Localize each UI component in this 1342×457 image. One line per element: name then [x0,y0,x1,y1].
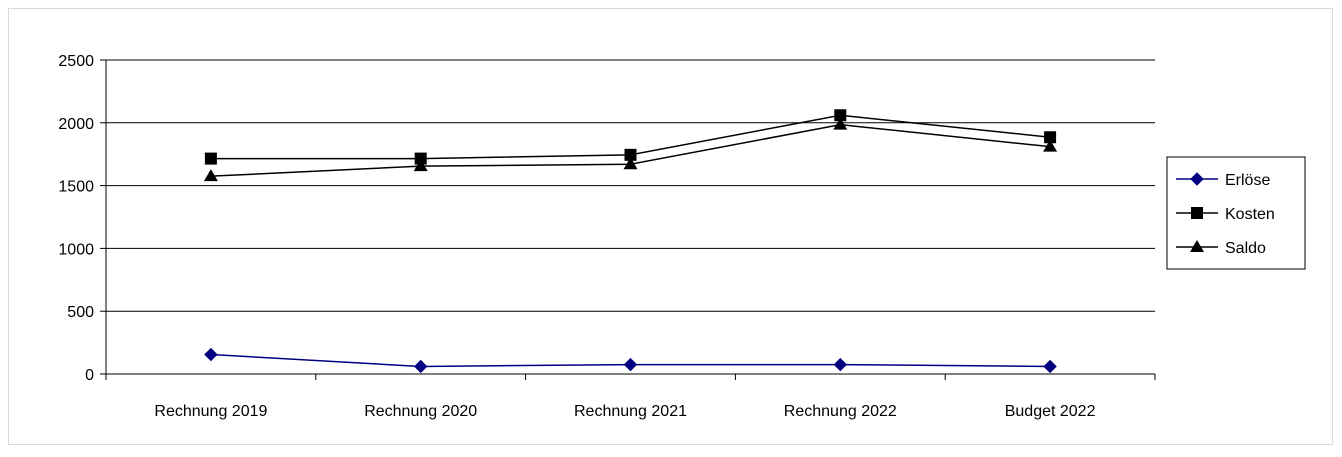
y-tick-label: 0 [85,367,94,384]
legend-marker [1190,172,1204,186]
x-tick-label: Rechnung 2022 [784,403,897,420]
data-point [833,117,848,130]
series-0 [204,347,1057,374]
x-tick-label: Rechnung 2019 [154,403,267,420]
data-point [623,357,638,372]
data-point [203,169,218,182]
data-point [414,152,427,165]
x-tick-label: Budget 2022 [1005,403,1096,420]
data-point [1043,359,1057,374]
data-point [413,359,428,374]
x-tick-label: Rechnung 2020 [364,403,477,420]
y-tick-label: 500 [67,304,94,321]
data-point [204,347,218,362]
legend-label: Kosten [1225,206,1275,223]
legend-item: Kosten [1176,206,1275,223]
data-point [624,148,637,161]
data-point [413,159,428,172]
legend-label: Saldo [1225,240,1266,257]
legend: Erlöse Kosten Saldo [1166,156,1306,270]
legend-item: Erlöse [1176,172,1270,189]
legend-item: Saldo [1176,240,1266,257]
y-tick-label: 1000 [58,241,94,258]
series-1 [204,109,1057,165]
data-point [1043,139,1058,152]
data-point [623,157,638,170]
data-point [833,357,848,372]
x-tick-label: Rechnung 2021 [574,403,687,420]
legend-marker [1190,240,1204,252]
y-tick-label: 1500 [58,179,94,196]
data-point [1044,131,1057,144]
legend-label: Erlöse [1225,172,1270,189]
y-tick-label: 2500 [58,53,94,70]
data-point [204,152,217,165]
legend-marker [1191,207,1203,219]
series-2 [203,117,1058,182]
data-point [834,109,847,122]
y-tick-label: 2000 [58,116,94,133]
chart-frame [8,8,1333,445]
